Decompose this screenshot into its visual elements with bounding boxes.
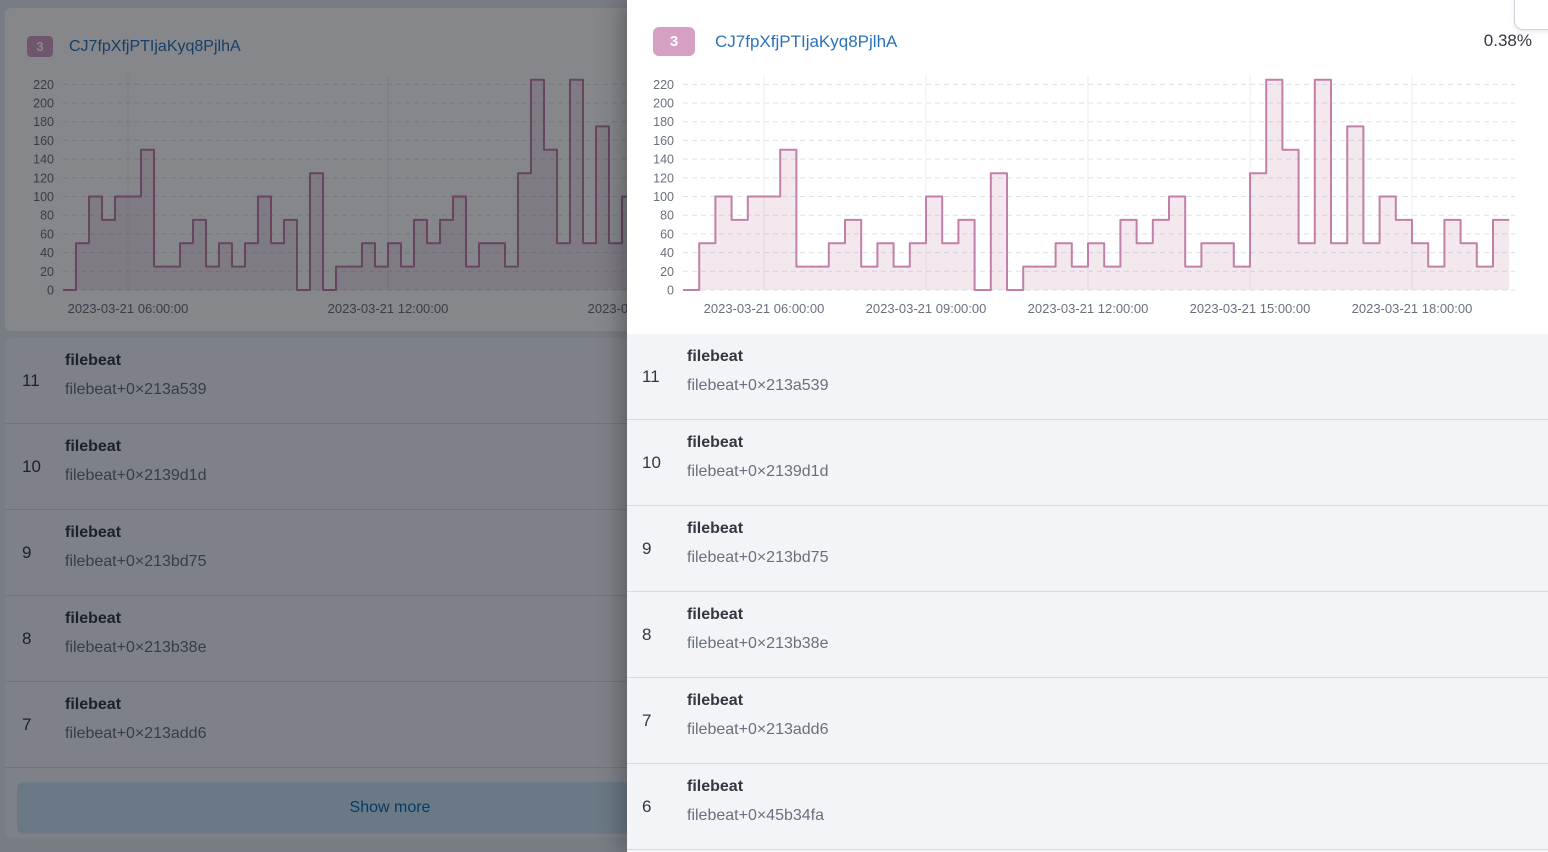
- svg-text:2023-03-21 12:00:00: 2023-03-21 12:00:00: [328, 301, 449, 316]
- area-outline: [63, 78, 726, 291]
- card-header: 3 CJ7fpXfjPTIjaKyq8PjlhA: [27, 36, 241, 57]
- rank-number: 11: [22, 370, 40, 390]
- frame-name: filebeat: [687, 348, 744, 365]
- svg-text:120: 120: [33, 171, 54, 185]
- frame-address: filebeat+0×213b38e: [65, 639, 207, 656]
- rank-number: 9: [22, 542, 32, 562]
- rank-badge: 3: [653, 27, 695, 56]
- frame-name: filebeat: [687, 520, 744, 537]
- svg-text:80: 80: [40, 209, 54, 223]
- frame-address: filebeat+0×45b34fa: [687, 807, 825, 824]
- frame-name: filebeat: [65, 524, 122, 541]
- svg-text:40: 40: [660, 246, 674, 260]
- area-fill: [683, 79, 1510, 290]
- frame-address: filebeat+0×213a539: [65, 381, 207, 398]
- trace-id-link[interactable]: CJ7fpXfjPTIjaKyq8PjlhA: [715, 31, 898, 51]
- svg-text:2023-03-21 09:00:00: 2023-03-21 09:00:00: [866, 301, 987, 316]
- scrollbar-thumb[interactable]: [1514, 0, 1548, 30]
- svg-text:2023-03-21 06:00:00: 2023-03-21 06:00:00: [68, 301, 189, 316]
- svg-text:160: 160: [653, 134, 674, 148]
- grid-lines: [63, 75, 732, 291]
- flyout-panel: 3 CJ7fpXfjPTIjaKyq8PjlhA 0.38% 0 20 40 60 80…: [627, 0, 1548, 852]
- rank-number: 11: [642, 366, 660, 386]
- svg-text:20: 20: [40, 265, 54, 279]
- svg-text:0: 0: [47, 284, 54, 298]
- list-item[interactable]: 7 filebeat filebeat+0×213add6: [5, 682, 775, 768]
- frame-name: filebeat: [687, 434, 744, 451]
- svg-text:60: 60: [660, 227, 674, 241]
- frame-name: filebeat: [65, 438, 122, 455]
- frame-address: filebeat+0×213a539: [687, 377, 829, 394]
- svg-text:2023-03-21 18:00:00: 2023-03-21 18:00:00: [1352, 301, 1473, 316]
- frame-address: filebeat+0×213add6: [687, 721, 829, 738]
- svg-text:220: 220: [653, 78, 674, 92]
- svg-text:180: 180: [33, 115, 54, 129]
- list-item[interactable]: 10 filebeat filebeat+0×2139d1d: [627, 420, 1548, 506]
- rank-number: 10: [22, 456, 41, 476]
- list-item[interactable]: 11 filebeat filebeat+0×213a539: [627, 334, 1548, 420]
- svg-text:180: 180: [653, 115, 674, 129]
- rank-number: 8: [642, 624, 652, 644]
- frame-address: filebeat+0×213bd75: [687, 549, 829, 566]
- percentage-label: 0.38%: [1483, 31, 1532, 50]
- frame-name: filebeat: [687, 606, 744, 623]
- list-item[interactable]: 6 filebeat filebeat+0×45b34fa: [627, 764, 1548, 850]
- flyout-header: 3 CJ7fpXfjPTIjaKyq8PjlhA: [653, 27, 897, 56]
- svg-text:100: 100: [33, 190, 54, 204]
- svg-text:140: 140: [33, 153, 54, 167]
- svg-text:60: 60: [40, 227, 54, 241]
- svg-text:80: 80: [660, 209, 674, 223]
- svg-text:160: 160: [33, 134, 54, 148]
- svg-text:0: 0: [667, 284, 674, 298]
- svg-text:2023-03-21 12:00:00: 2023-03-21 12:00:00: [1028, 301, 1149, 316]
- svg-text:100: 100: [653, 190, 674, 204]
- frame-address: filebeat+0×213add6: [65, 725, 207, 742]
- frame-address: filebeat+0×213bd75: [65, 553, 207, 570]
- rank-number: 7: [22, 714, 32, 734]
- list-item[interactable]: 11 filebeat filebeat+0×213a539: [5, 338, 775, 424]
- rank-number: 8: [22, 628, 32, 648]
- frame-name: filebeat: [65, 696, 122, 713]
- list-item[interactable]: 8 filebeat filebeat+0×213b38e: [627, 592, 1548, 678]
- axis-labels: 0204060801001201401601802002202023-03-21…: [33, 78, 708, 316]
- frame-address: filebeat+0×2139d1d: [65, 467, 207, 484]
- axis-labels: 0 20 40 60 80 100 120 140 160 180 200 220 2023-03-21…: [653, 78, 1472, 316]
- frame-name: filebeat: [687, 692, 744, 709]
- svg-text:20: 20: [660, 265, 674, 279]
- rank-badge: 3: [27, 36, 53, 57]
- svg-text:2023-03-21 15:00:00: 2023-03-21 15:00:00: [1190, 301, 1311, 316]
- svg-text:40: 40: [40, 246, 54, 260]
- frame-name: filebeat: [687, 778, 744, 795]
- function-list: 11 filebeat filebeat+0×213a539 10 filebeat fi…: [627, 334, 1548, 852]
- frame-name: filebeat: [65, 610, 122, 627]
- frame-address: filebeat+0×2139d1d: [687, 463, 829, 480]
- rank-number: 9: [642, 538, 652, 558]
- trace-id-link[interactable]: CJ7fpXfjPTIjaKyq8PjlhA: [69, 37, 241, 55]
- rank-number: 7: [642, 710, 652, 730]
- frame-name: filebeat: [65, 352, 122, 369]
- list-item[interactable]: 9 filebeat filebeat+0×213bd75: [627, 506, 1548, 592]
- svg-text:200: 200: [33, 97, 54, 111]
- list-item[interactable]: 9 filebeat filebeat+0×213bd75: [5, 510, 775, 596]
- svg-text:200: 200: [653, 97, 674, 111]
- rank-number: 10: [642, 452, 661, 472]
- frame-address: filebeat+0×213b38e: [687, 635, 829, 652]
- samples-histogram-chart[interactable]: 0 20 40 60 80 100 120 140 160 180 200 220 2023-03-21…: [627, 70, 1548, 320]
- svg-text:220: 220: [33, 78, 54, 92]
- area-outline: [683, 78, 1510, 291]
- svg-text:2023-03-21 06:00:00: 2023-03-21 06:00:00: [704, 301, 825, 316]
- list-item[interactable]: 7 filebeat filebeat+0×213add6: [627, 678, 1548, 764]
- list-item[interactable]: 8 filebeat filebeat+0×213b38e: [5, 596, 775, 682]
- rank-number: 6: [642, 796, 652, 816]
- svg-text:140: 140: [653, 153, 674, 167]
- grid-lines: [683, 75, 1516, 291]
- svg-text:120: 120: [653, 171, 674, 185]
- list-item[interactable]: 10 filebeat filebeat+0×2139d1d: [5, 424, 775, 510]
